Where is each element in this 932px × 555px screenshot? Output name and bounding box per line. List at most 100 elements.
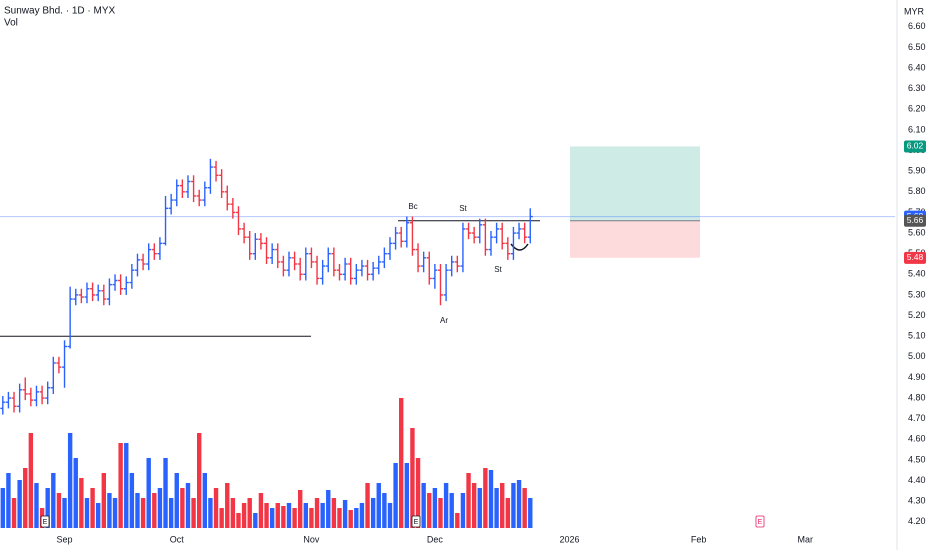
event-label: E <box>758 519 763 526</box>
volume-bar <box>90 488 95 528</box>
chart-title: Sunway Bhd. · 1D · MYX <box>4 6 115 17</box>
volume-bar <box>320 503 325 528</box>
cup-sketch <box>510 243 529 251</box>
volume-bar <box>152 493 157 528</box>
volume-bar <box>326 490 331 528</box>
y-tick-label: 5.00 <box>908 351 926 361</box>
volume-bar <box>528 498 533 528</box>
price-marker-label: 6.02 <box>907 141 924 151</box>
volume-bar <box>303 503 309 528</box>
volume-bar <box>258 493 264 528</box>
volume-bar <box>449 493 454 528</box>
x-tick-label: Dec <box>427 534 444 544</box>
volume-bar <box>460 493 466 528</box>
event-box <box>755 515 765 528</box>
volume-bar <box>95 503 101 528</box>
volume-bar <box>253 513 258 528</box>
volume-bar <box>79 478 84 528</box>
volume-bar <box>247 498 252 528</box>
y-tick-label: 4.40 <box>908 475 926 485</box>
volume-bar <box>140 498 146 528</box>
event-box <box>40 515 50 528</box>
y-tick-label: 6.40 <box>908 62 926 72</box>
volume-bar <box>455 513 460 528</box>
volume-bar <box>157 488 163 528</box>
volume-bar <box>62 498 67 528</box>
price-marker <box>904 140 926 153</box>
annotation: Bc <box>408 202 417 211</box>
volume-bar <box>511 483 516 528</box>
event-label: E <box>43 519 48 526</box>
volume-bar <box>124 443 129 528</box>
x-tick-label: Sep <box>57 534 73 544</box>
volume-bar <box>471 483 477 528</box>
volume-bar <box>197 433 202 528</box>
volume-bar <box>421 483 426 528</box>
y-tick-label: 5.60 <box>908 227 926 237</box>
volume-bar <box>56 493 62 528</box>
y-tick-label: 5.20 <box>908 310 926 320</box>
y-tick-label: 5.10 <box>908 331 926 341</box>
volume-bar <box>354 508 359 528</box>
volume-bar <box>516 480 522 528</box>
volume-bar <box>230 498 236 528</box>
volume-bar <box>376 483 381 528</box>
volume-bar <box>174 473 179 528</box>
volume-bar <box>286 503 292 528</box>
volume-bar <box>180 488 185 528</box>
volume-bar <box>264 503 269 528</box>
volume-bar <box>0 488 6 528</box>
volume-bar <box>337 508 342 528</box>
volume-bar <box>522 488 527 528</box>
volume-bar <box>483 468 488 528</box>
volume-bar <box>269 508 275 528</box>
y-tick-label: 4.20 <box>908 516 926 526</box>
volume-bar <box>466 473 471 528</box>
y-tick-label: 4.90 <box>908 372 926 382</box>
volume-bar <box>236 513 241 528</box>
y-tick-label: 4.60 <box>908 434 926 444</box>
volume-bar <box>365 483 370 528</box>
volume-bar <box>348 510 353 528</box>
volume-bar <box>6 473 11 528</box>
currency-label: MYR <box>904 6 925 16</box>
x-tick-label: 2026 <box>560 534 580 544</box>
target-zone <box>570 146 700 221</box>
volume-bar <box>219 508 224 528</box>
y-tick-label: 4.70 <box>908 413 926 423</box>
volume-bar <box>163 458 168 528</box>
volume-bar <box>241 503 247 528</box>
annotation: St <box>494 265 502 274</box>
x-tick-label: Nov <box>303 534 320 544</box>
volume-bar <box>443 483 449 528</box>
price-marker-label: 5.48 <box>907 252 924 262</box>
y-tick-label: 4.80 <box>908 392 926 402</box>
volume-bar <box>168 498 174 528</box>
volume-bar <box>23 468 28 528</box>
volume-bar <box>146 458 151 528</box>
volume-bar <box>135 493 140 528</box>
volume-bar <box>438 498 443 528</box>
volume-bar <box>488 470 494 528</box>
y-tick-label: 6.50 <box>908 42 926 52</box>
volume-bar <box>118 443 123 528</box>
volume-bar <box>494 488 499 528</box>
volume-bar <box>505 498 511 528</box>
volume-bar <box>45 488 50 528</box>
event-label: E <box>414 519 419 526</box>
volume-bar <box>107 493 112 528</box>
x-tick-label: Mar <box>797 534 813 544</box>
volume-bar <box>292 508 297 528</box>
volume-bar <box>67 433 73 528</box>
volume-bar <box>202 473 208 528</box>
y-tick-label: 5.90 <box>908 166 926 176</box>
volume-bar <box>73 458 78 528</box>
volume-bar <box>191 498 196 528</box>
y-tick-label: 4.50 <box>908 454 926 464</box>
volume-bar <box>213 488 219 528</box>
volume-bar <box>225 483 230 528</box>
y-tick-label: 6.10 <box>908 124 926 134</box>
volume-bar <box>101 473 107 528</box>
y-tick-label: 5.30 <box>908 289 926 299</box>
price-marker <box>904 251 926 264</box>
